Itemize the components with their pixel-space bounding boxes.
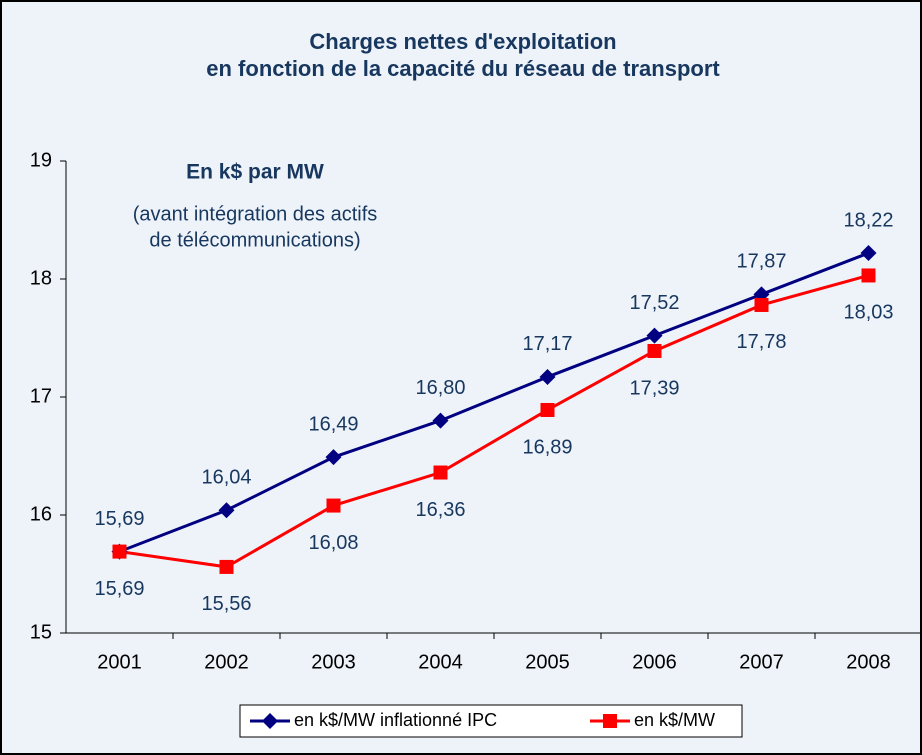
legend-label: en k$/MW: [634, 710, 715, 730]
annotation: de télécommunications): [149, 229, 360, 251]
data-point: [860, 245, 877, 262]
data-label: 18,22: [843, 209, 893, 231]
x-tick-label: 2007: [739, 651, 784, 673]
annotation: En k$ par MW: [186, 161, 324, 184]
legend-label: en k$/MW inflationné IPC: [294, 710, 497, 730]
data-point: [325, 449, 342, 466]
x-tick-label: 2008: [846, 651, 891, 673]
data-label: 15,69: [94, 578, 144, 600]
data-point: [433, 465, 448, 480]
data-point: [861, 268, 876, 283]
data-label: 16,08: [308, 532, 358, 554]
data-label: 18,03: [843, 302, 893, 324]
data-label: 17,87: [736, 251, 786, 273]
y-tick-label: 19: [30, 149, 52, 171]
data-label: 16,80: [415, 377, 465, 399]
data-point: [218, 502, 235, 519]
y-tick-label: 18: [30, 267, 52, 289]
data-point: [754, 297, 769, 312]
data-label: 16,89: [522, 436, 572, 458]
data-label: 15,56: [201, 593, 251, 615]
series-line: [119, 274, 869, 569]
y-tick-label: 15: [30, 621, 52, 643]
data-point: [432, 412, 449, 429]
x-tick-label: 2001: [97, 651, 142, 673]
x-tick-label: 2005: [525, 651, 570, 673]
x-tick-label: 2006: [632, 651, 677, 673]
series-line: [118, 251, 870, 553]
chart-title: Charges nettes d'exploitation: [309, 29, 616, 54]
x-tick-label: 2002: [204, 651, 249, 673]
data-label: 17,52: [629, 292, 679, 314]
legend: [239, 704, 743, 738]
data-label: 15,69: [94, 508, 144, 530]
chart-title: en fonction de la capacité du réseau de …: [206, 56, 720, 81]
data-label: 16,49: [308, 413, 358, 435]
data-label: 17,17: [522, 333, 572, 355]
data-point: [326, 498, 341, 513]
y-tick-label: 16: [30, 503, 52, 525]
x-tick-label: 2003: [311, 651, 356, 673]
legend-marker: [603, 714, 617, 728]
data-label: 16,36: [415, 499, 465, 521]
data-point: [539, 368, 556, 385]
data-label: 17,39: [629, 377, 679, 399]
data-point: [647, 343, 662, 358]
x-tick-label: 2004: [418, 651, 463, 673]
annotation: (avant intégration des actifs: [133, 203, 378, 225]
data-label: 17,78: [736, 331, 786, 353]
legend-marker: [262, 713, 278, 729]
data-point: [219, 559, 234, 574]
y-tick-label: 17: [30, 385, 52, 407]
data-label: 16,04: [201, 467, 251, 489]
data-point: [540, 402, 555, 417]
data-point: [112, 544, 127, 559]
data-point: [646, 327, 663, 344]
